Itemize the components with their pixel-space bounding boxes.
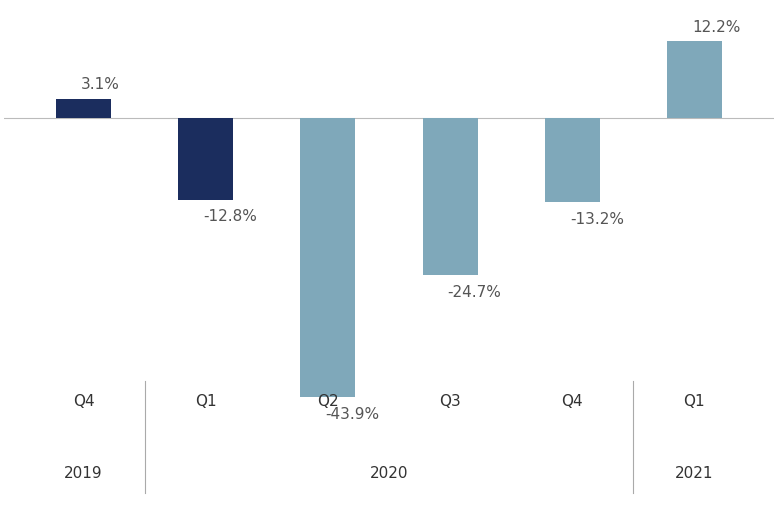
Text: 12.2%: 12.2% <box>692 20 741 35</box>
Text: 2019: 2019 <box>65 466 103 481</box>
Bar <box>56 99 111 119</box>
Text: Q1: Q1 <box>684 394 705 409</box>
Text: Q4: Q4 <box>562 394 583 409</box>
Text: -12.8%: -12.8% <box>203 209 258 224</box>
Bar <box>422 119 478 276</box>
Bar <box>300 119 356 397</box>
Text: Q4: Q4 <box>73 394 94 409</box>
Text: -13.2%: -13.2% <box>569 212 624 227</box>
Text: Q2: Q2 <box>317 394 338 409</box>
Bar <box>545 119 600 203</box>
Text: -24.7%: -24.7% <box>447 285 502 300</box>
Bar <box>667 41 722 119</box>
Text: -43.9%: -43.9% <box>325 407 380 422</box>
Text: 2021: 2021 <box>675 466 713 481</box>
Text: 3.1%: 3.1% <box>81 78 120 92</box>
Text: 2020: 2020 <box>370 466 408 481</box>
Text: Q3: Q3 <box>440 394 461 409</box>
Text: Q1: Q1 <box>195 394 216 409</box>
Bar <box>178 119 233 200</box>
